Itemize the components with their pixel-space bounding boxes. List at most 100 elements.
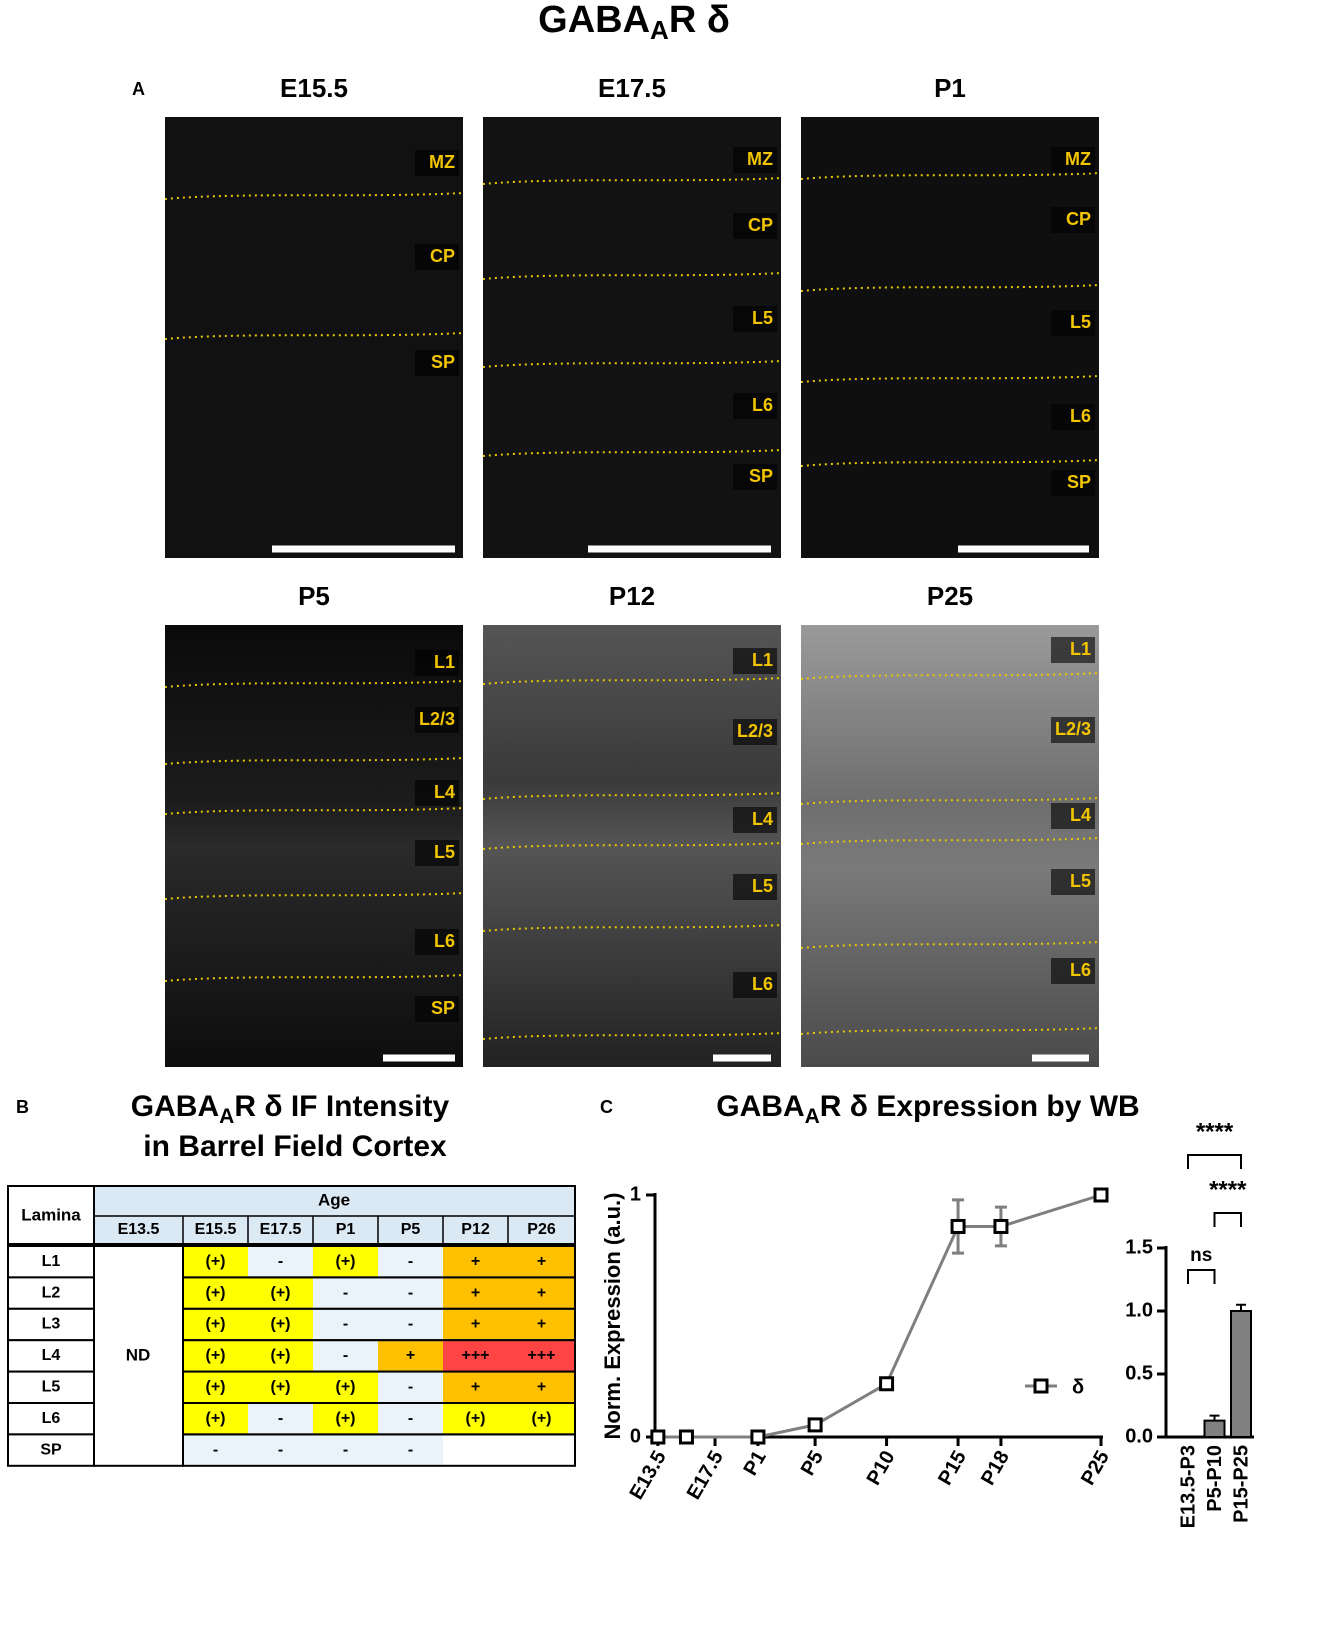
table-cell-text: - (278, 1441, 283, 1458)
age-label: P12 (609, 581, 655, 611)
layer-label: L1 (1070, 639, 1091, 659)
layer-label-bg (1051, 717, 1095, 743)
table-cell-text: + (471, 1316, 480, 1333)
table-column-header: P1 (336, 1221, 356, 1238)
layer-boundary (164, 192, 464, 200)
layer-boundary (482, 360, 782, 368)
table-cell-text: + (471, 1284, 480, 1301)
layer-label: CP (748, 215, 773, 235)
table-cell-text: (+) (336, 1253, 356, 1270)
table-cell (248, 1341, 313, 1371)
y-tick-label: 0.0 (1125, 1425, 1153, 1447)
table-corner (7, 1185, 95, 1245)
table-cell-text: (+) (206, 1284, 226, 1301)
layer-label-bg (415, 244, 459, 270)
table-cell (248, 1372, 313, 1402)
micrograph (165, 625, 463, 1067)
layer-label-bg (1051, 869, 1095, 895)
layer-label-bg (1051, 207, 1095, 233)
legend-marker (1033, 1378, 1049, 1394)
table-cell (313, 1278, 378, 1308)
layer-boundary (482, 1032, 782, 1040)
x-tick-label: E13.5-P3 (1177, 1445, 1199, 1528)
table-title: GABAAR δ IF Intensity (131, 1090, 450, 1128)
table-column-header: P26 (527, 1221, 556, 1238)
layer-label-bg (1051, 310, 1095, 336)
table-row-header: L5 (42, 1379, 61, 1396)
error-bar (1236, 1303, 1246, 1311)
y-tick-label: 0 (630, 1425, 641, 1447)
layer-boundary (164, 974, 464, 982)
layer-label: L5 (434, 842, 455, 862)
y-axis-label: Norm. Expression (a.u.) (600, 1193, 625, 1440)
table-cell (378, 1247, 443, 1277)
series-line (657, 1193, 1102, 1439)
layer-boundary (800, 375, 1100, 383)
x-tick-label: P15 (934, 1447, 971, 1489)
layer-label: L6 (434, 931, 455, 951)
table-row-header: L3 (42, 1316, 61, 1333)
layer-label-bg (733, 972, 777, 998)
age-label: E15.5 (280, 73, 348, 103)
layer-boundary (482, 449, 782, 457)
age-label: E17.5 (598, 73, 666, 103)
title-text: GABA (538, 0, 650, 41)
table-cell (183, 1372, 248, 1402)
layer-boundary (482, 792, 782, 800)
table-cell-text: + (471, 1253, 480, 1270)
age-label: P25 (927, 581, 973, 611)
layer-label: L4 (1070, 805, 1091, 825)
age-label: P5 (298, 581, 330, 611)
table-column-header: P5 (401, 1221, 421, 1238)
table-cell-text: (+) (271, 1316, 291, 1333)
layer-boundary (164, 757, 464, 765)
table-cell-text: + (406, 1347, 415, 1364)
layer-label-bg (415, 150, 459, 176)
title-text: GABA (131, 1090, 219, 1123)
layer-label: L6 (752, 395, 773, 415)
layer-label: MZ (1065, 149, 1091, 169)
table-cell (508, 1435, 575, 1465)
title-text: R δ IF Intensity (234, 1090, 449, 1123)
table-cell (378, 1372, 443, 1402)
layer-label: SP (1067, 472, 1091, 492)
layer-label: CP (1066, 209, 1091, 229)
layer-boundary (800, 837, 1100, 845)
layer-boundary (800, 172, 1100, 180)
layer-label-bg (1051, 958, 1095, 984)
table-cell (183, 1247, 248, 1277)
y-tick-label: 0.5 (1125, 1362, 1153, 1384)
age-label: P1 (934, 73, 966, 103)
layer-boundary (800, 284, 1100, 292)
table-cell (313, 1435, 378, 1465)
table-cell (313, 1404, 378, 1434)
layer-label: SP (431, 352, 455, 372)
table-cell-text: - (408, 1284, 413, 1301)
table-cell (443, 1278, 508, 1308)
layer-label-bg (733, 147, 777, 173)
layer-boundary (164, 807, 464, 815)
table-corner-label: Lamina (21, 1205, 81, 1224)
data-point (750, 1429, 766, 1445)
table-cell-text: (+) (206, 1379, 226, 1396)
micrograph (165, 117, 463, 558)
table-cell-text: - (278, 1410, 283, 1427)
layer-boundary (482, 677, 782, 685)
title-subscript: A (805, 1105, 820, 1128)
table-row-header: L6 (42, 1410, 61, 1427)
table-row-header-bg (7, 1370, 95, 1404)
table-cell-text: - (213, 1441, 218, 1458)
layer-boundary (482, 842, 782, 850)
layer-boundary (800, 459, 1100, 467)
layer-label-bg (1051, 404, 1095, 430)
table-cell (378, 1309, 443, 1340)
x-tick-label: P5-P10 (1204, 1445, 1226, 1512)
layer-label: L5 (752, 308, 773, 328)
layer-label-bg (415, 350, 459, 376)
significance-label: ns (1190, 1245, 1212, 1266)
x-tick-label: P5 (797, 1447, 828, 1479)
table-column-header: E13.5 (118, 1221, 160, 1238)
table-cell (508, 1372, 575, 1402)
table-row-header-bg (7, 1402, 95, 1436)
